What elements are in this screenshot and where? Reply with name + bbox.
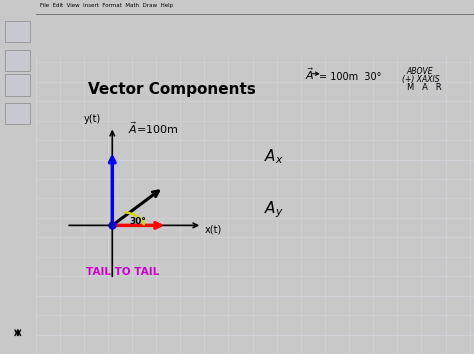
Bar: [5, 103, 30, 124]
Bar: [5, 50, 30, 71]
Text: M   A   R: M A R: [407, 83, 442, 92]
Text: 30°: 30°: [130, 217, 146, 226]
Text: = 100m  30°: = 100m 30°: [319, 72, 381, 82]
Bar: [5, 74, 30, 96]
Text: ABOVE: ABOVE: [406, 67, 433, 76]
Text: x(t): x(t): [204, 225, 222, 235]
Text: File  Edit  View  Insert  Format  Math  Draw  Help: File Edit View Insert Format Math Draw H…: [40, 2, 173, 7]
Text: Vector Components: Vector Components: [88, 82, 256, 97]
Text: TAIL TO TAIL: TAIL TO TAIL: [86, 267, 159, 277]
Text: (+) XAXIS: (+) XAXIS: [401, 75, 439, 84]
Text: $A_y$: $A_y$: [264, 200, 283, 220]
Text: $A_x$: $A_x$: [264, 147, 283, 166]
Text: $\vec{A}$=100m: $\vec{A}$=100m: [128, 120, 178, 136]
Text: $\vec{A}$: $\vec{A}$: [305, 66, 315, 82]
Text: y(t): y(t): [84, 114, 101, 124]
Bar: [5, 21, 30, 42]
